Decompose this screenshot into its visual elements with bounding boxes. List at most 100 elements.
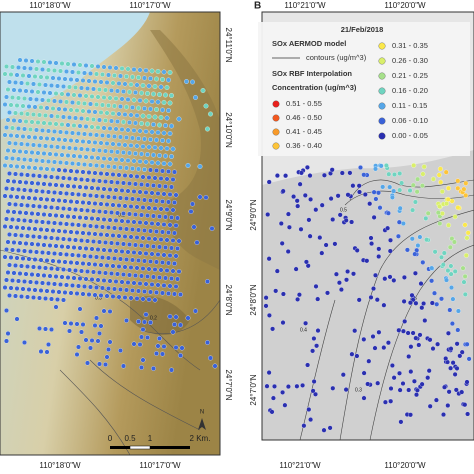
point <box>113 65 119 71</box>
point <box>366 358 372 364</box>
point <box>330 385 336 391</box>
point <box>124 74 129 79</box>
point <box>46 342 51 347</box>
point <box>152 175 158 181</box>
point <box>413 335 419 341</box>
point <box>112 73 117 78</box>
point <box>29 150 35 155</box>
point <box>387 274 393 280</box>
point <box>88 162 93 168</box>
point <box>127 242 132 247</box>
point <box>438 179 444 185</box>
point <box>461 279 467 285</box>
point <box>349 351 355 357</box>
point <box>194 240 200 245</box>
point <box>137 128 143 134</box>
point <box>296 292 302 298</box>
point <box>142 258 147 264</box>
point <box>349 219 355 225</box>
point <box>397 171 403 176</box>
point <box>17 271 23 276</box>
point <box>369 241 375 247</box>
point <box>301 423 307 429</box>
legend-title: SOx AERMOD model <box>272 39 346 48</box>
point <box>343 217 349 223</box>
point <box>89 338 95 343</box>
point <box>337 212 343 218</box>
point <box>134 143 140 149</box>
point <box>127 272 132 278</box>
point <box>339 170 345 176</box>
point <box>285 384 291 390</box>
point <box>85 86 90 91</box>
point <box>44 105 50 111</box>
legend: 21/Feb/2018 SOx AERMOD model contours (u… <box>258 22 470 156</box>
point <box>464 235 470 241</box>
point <box>270 326 276 332</box>
point <box>188 209 194 214</box>
point <box>173 192 179 198</box>
point <box>280 389 286 395</box>
point <box>20 134 26 139</box>
point <box>370 334 376 339</box>
point <box>285 211 291 217</box>
point <box>101 186 107 192</box>
point <box>397 370 402 376</box>
point <box>166 108 171 113</box>
point <box>148 259 153 264</box>
point <box>142 289 147 294</box>
point <box>158 145 164 151</box>
lat-label: 24°9'0"N <box>249 199 258 230</box>
point <box>409 236 415 242</box>
point <box>441 412 446 418</box>
point <box>450 360 456 366</box>
point <box>103 209 108 215</box>
point <box>53 121 59 127</box>
point <box>164 85 170 90</box>
point <box>157 153 162 158</box>
point <box>14 225 20 230</box>
point <box>414 189 420 195</box>
point <box>85 116 90 122</box>
point <box>148 167 153 173</box>
point <box>154 290 159 295</box>
point <box>110 111 116 116</box>
point <box>77 215 83 220</box>
point <box>374 297 380 303</box>
point <box>11 240 17 245</box>
point <box>437 221 443 226</box>
point <box>34 188 39 194</box>
point <box>38 135 44 141</box>
north-label: N <box>200 410 204 416</box>
point <box>14 72 20 78</box>
point <box>47 121 53 126</box>
point <box>100 255 105 260</box>
point <box>22 96 27 101</box>
point <box>128 265 134 270</box>
point <box>131 67 137 72</box>
point <box>266 370 272 376</box>
point <box>59 91 65 97</box>
point <box>166 77 171 83</box>
point <box>152 297 158 303</box>
point <box>166 291 171 296</box>
point <box>40 280 45 286</box>
point <box>452 268 458 274</box>
point <box>4 277 9 283</box>
point <box>446 389 452 395</box>
point <box>146 266 152 272</box>
point <box>351 271 356 277</box>
point <box>115 241 120 246</box>
point <box>411 162 417 168</box>
point <box>373 196 379 202</box>
point <box>62 137 68 143</box>
point <box>388 386 394 391</box>
point <box>432 290 437 296</box>
contour-label: 0.2 <box>150 315 157 321</box>
point <box>46 98 51 103</box>
point <box>430 346 436 352</box>
point <box>190 201 195 207</box>
point <box>303 259 309 265</box>
point <box>160 290 165 296</box>
point <box>130 74 135 80</box>
